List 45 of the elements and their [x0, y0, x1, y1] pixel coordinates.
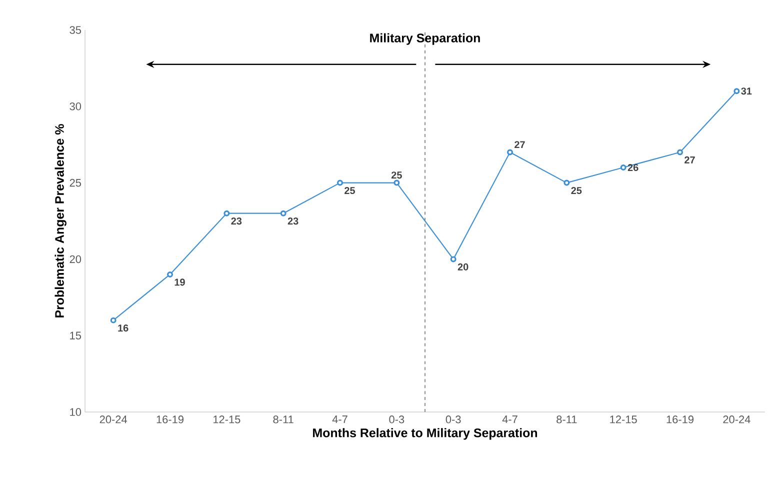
point [337, 180, 343, 186]
point [167, 271, 173, 278]
point [620, 164, 626, 171]
data-label: 19 [174, 278, 185, 286]
x-tick-label: 20-24 [723, 416, 750, 424]
data-label: 31 [741, 88, 752, 95]
point [450, 256, 456, 262]
point [564, 180, 570, 186]
point [280, 210, 286, 216]
data-label: 25 [391, 172, 402, 179]
point [394, 180, 400, 186]
y-axis-title: Problematic Anger Prevalence % [54, 124, 66, 318]
y-tick-label: 20 [70, 255, 82, 264]
chart-title: Military Separation [370, 33, 480, 45]
x-tick-label: 4-7 [502, 416, 518, 424]
y-tick-label: 35 [70, 26, 82, 34]
x-tick-label: 4-7 [332, 416, 348, 424]
data-label: 23 [231, 218, 242, 225]
x-axis-title: Months Relative to Military Separation [313, 428, 538, 440]
point [224, 210, 230, 216]
x-tick-label: 0-3 [446, 416, 461, 424]
data-label: 27 [684, 156, 695, 164]
x-tick-label: 12-15 [610, 416, 637, 424]
y-tick-label: 30 [70, 102, 82, 110]
point [110, 317, 116, 324]
data-label: 23 [288, 218, 298, 225]
x-tick-label: 12-15 [213, 416, 240, 424]
point [507, 149, 513, 156]
data-label: 25 [571, 186, 582, 194]
x-tick-label: 20-24 [100, 416, 128, 424]
y-tick-label: 25 [70, 178, 82, 187]
y-tick-label: 15 [70, 332, 82, 340]
x-tick-label: 8-11 [556, 416, 577, 424]
x-tick-label: 8-11 [273, 416, 294, 424]
x-tick-label: 16-19 [666, 416, 694, 424]
point [677, 149, 683, 156]
x-tick-label: 16-19 [156, 416, 184, 424]
y-tick-label: 10 [70, 408, 82, 416]
data-label: 27 [514, 141, 525, 148]
x-tick-label: 0-3 [389, 416, 404, 424]
data-label: 25 [344, 186, 355, 194]
data-label: 16 [118, 324, 128, 332]
data-label: 26 [628, 164, 638, 172]
point [734, 88, 740, 94]
data-label: 20 [458, 263, 468, 270]
